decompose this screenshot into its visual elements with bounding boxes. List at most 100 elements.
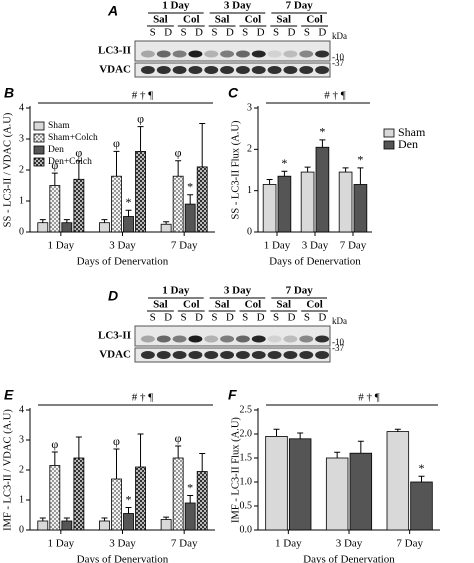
legend-swatch	[33, 157, 45, 167]
significance-marker: φ	[175, 431, 182, 445]
bar	[172, 175, 184, 233]
band	[172, 50, 187, 58]
bar	[184, 502, 196, 531]
lane-label: D	[164, 27, 172, 39]
lane-label: S	[150, 27, 156, 39]
y-tick-label: 1	[19, 494, 24, 505]
band	[299, 66, 314, 74]
group-label: Sal	[276, 299, 291, 311]
error-bar	[342, 167, 349, 173]
error-bar	[187, 495, 194, 503]
error-bar	[113, 448, 120, 479]
significance-header: # † ¶	[324, 90, 346, 102]
legend-swatch	[33, 133, 45, 143]
legend-swatch	[383, 140, 395, 150]
x-tick-label: 3 Day	[109, 538, 136, 550]
significance-marker: φ	[51, 158, 58, 172]
bar	[325, 457, 349, 531]
bar	[123, 513, 134, 531]
lane-label: D	[257, 27, 265, 39]
day-label: 3 Day	[224, 285, 252, 297]
band	[235, 66, 250, 74]
x-tick-label: 7 Day	[340, 240, 367, 252]
significance-marker: *	[319, 125, 325, 139]
x-tick-label: 1 Day	[275, 538, 302, 550]
legend-label: Sham	[398, 125, 426, 139]
day-label: 1 Day	[162, 285, 190, 297]
y-tick-label: 2.0	[240, 428, 253, 439]
bar	[353, 184, 368, 233]
y-tick-label: 3	[19, 434, 24, 445]
bar	[196, 166, 208, 233]
lane-label: S	[211, 312, 217, 324]
bar	[265, 435, 288, 531]
error-bar	[63, 219, 70, 223]
group-label: Col	[245, 14, 262, 26]
error-bar	[51, 451, 58, 466]
band	[315, 50, 330, 58]
y-tick-label: 3	[19, 133, 24, 144]
kda-marker: -37	[332, 58, 344, 68]
error-bar	[101, 517, 108, 521]
y-tick-label: 3	[247, 102, 252, 113]
band	[235, 50, 250, 58]
band	[220, 66, 235, 74]
bar	[49, 185, 61, 233]
y-tick-label: 0	[19, 226, 24, 237]
band	[156, 335, 171, 343]
error-bar	[357, 440, 364, 454]
y-axis-label: IMF - LC3-II Flux (A.U)	[230, 417, 241, 523]
lane-label: D	[257, 312, 265, 324]
legend-swatch	[383, 128, 395, 138]
y-tick-label: 4	[19, 404, 24, 415]
error-bar	[199, 123, 206, 167]
lane-label: S	[180, 27, 186, 39]
y-tick-label: 0	[247, 226, 252, 237]
day-label: 3 Day	[224, 0, 252, 12]
error-bar	[319, 139, 326, 148]
lane-label: S	[150, 312, 156, 324]
error-bar	[394, 428, 401, 432]
band	[204, 351, 219, 359]
band	[204, 66, 219, 74]
significance-header: # † ¶	[132, 90, 154, 102]
band	[283, 351, 298, 359]
lane-label: D	[318, 312, 326, 324]
group-label: Sal	[215, 299, 230, 311]
error-bar	[175, 160, 182, 177]
error-bar	[281, 170, 288, 177]
error-bar	[75, 160, 82, 180]
significance-marker: *	[357, 153, 363, 167]
bar	[49, 465, 61, 531]
legend-label: Den	[48, 145, 64, 155]
band	[172, 335, 187, 343]
group-label: Sal	[276, 14, 291, 26]
group-label: Sal	[215, 14, 230, 26]
bar	[160, 223, 172, 233]
band	[140, 351, 155, 359]
bar	[37, 222, 49, 233]
y-tick-label: 1	[19, 195, 24, 206]
y-axis-label: SS - LC3-II / VDAC (A.U)	[2, 112, 13, 227]
lane-label: S	[242, 312, 248, 324]
band	[299, 351, 314, 359]
bar	[99, 520, 110, 531]
band	[251, 66, 266, 74]
error-bar	[273, 428, 280, 437]
significance-header: # † ¶	[358, 392, 380, 404]
band	[251, 335, 266, 343]
band	[172, 66, 187, 74]
kda-marker: -10	[332, 52, 344, 62]
band	[220, 351, 235, 359]
panel-letter: F	[228, 387, 237, 403]
lane-label: D	[318, 27, 326, 39]
band	[220, 335, 235, 343]
error-bar	[75, 436, 82, 458]
significance-marker: *	[418, 461, 424, 475]
error-bar	[113, 150, 120, 177]
band	[140, 66, 155, 74]
band	[251, 50, 266, 58]
y-tick-label: 2.5	[240, 404, 253, 415]
group-label: Col	[183, 299, 200, 311]
band	[251, 351, 266, 359]
